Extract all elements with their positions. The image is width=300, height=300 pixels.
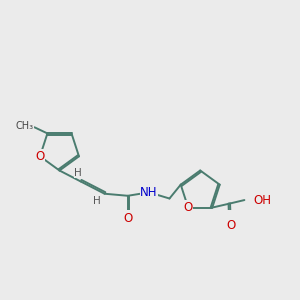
Text: O: O	[123, 212, 132, 225]
Text: H: H	[93, 196, 101, 206]
Text: CH₃: CH₃	[16, 121, 34, 130]
Text: NH: NH	[140, 186, 158, 199]
Text: O: O	[35, 150, 45, 163]
Text: O: O	[184, 201, 193, 214]
Text: H: H	[74, 168, 82, 178]
Text: OH: OH	[253, 194, 271, 207]
Text: O: O	[226, 219, 235, 232]
